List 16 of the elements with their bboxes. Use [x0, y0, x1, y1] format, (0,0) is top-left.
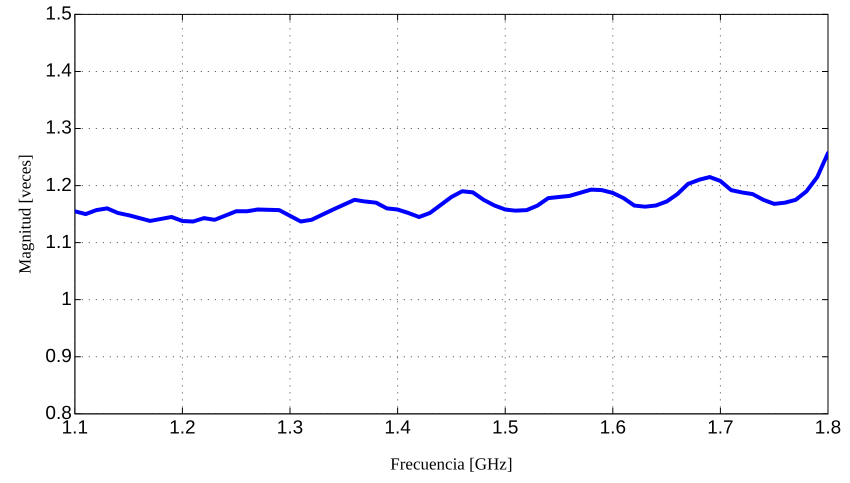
- y-axis-title: Magnitud [veces]: [16, 154, 35, 274]
- y-tick-label: 0.9: [45, 346, 72, 367]
- x-tick-label: 1.4: [384, 417, 412, 438]
- x-tick-label: 1.2: [169, 417, 196, 438]
- x-tick-label: 1.7: [707, 417, 734, 438]
- x-tick-label: 1.5: [492, 417, 518, 438]
- y-tick-label: 1.4: [45, 60, 72, 82]
- x-tick-label: 1.6: [600, 417, 626, 438]
- y-tick-label: 1.1: [45, 232, 72, 253]
- y-tick-label: 1.5: [45, 4, 72, 25]
- y-tick-label: 1.3: [45, 118, 72, 139]
- x-axis-title: Frecuencia [GHz]: [390, 454, 513, 474]
- y-tick-label: 1.2: [45, 174, 72, 196]
- x-tick-label: 1.3: [276, 417, 304, 438]
- x-tick-label: 1.8: [814, 417, 842, 438]
- y-tick-label: 1: [61, 288, 72, 310]
